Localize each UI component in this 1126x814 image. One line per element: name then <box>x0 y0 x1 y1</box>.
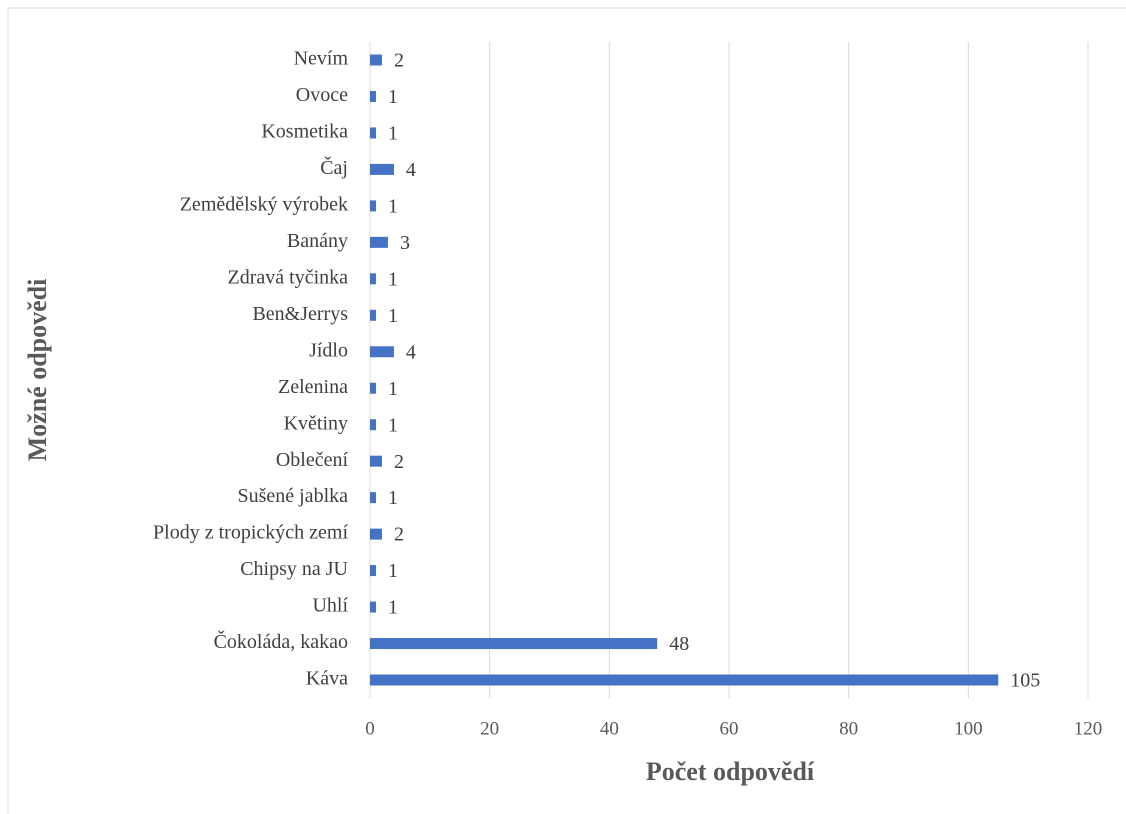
x-tick-label: 60 <box>720 718 739 739</box>
y-tick-label: Květiny <box>284 412 348 434</box>
bar <box>370 54 382 66</box>
bar <box>370 565 376 577</box>
x-tick-label: 100 <box>954 718 983 739</box>
bar <box>370 273 376 285</box>
bar <box>370 127 376 139</box>
y-tick-label: Kosmetika <box>261 121 348 143</box>
bar <box>370 382 376 394</box>
x-tick-label: 40 <box>600 718 619 739</box>
data-label: 2 <box>394 524 404 546</box>
bar <box>370 455 382 467</box>
bar <box>370 528 382 540</box>
y-tick-label: Banány <box>287 230 348 252</box>
data-label: 1 <box>388 86 398 108</box>
data-label: 4 <box>406 341 416 363</box>
y-tick-label: Ovoce <box>296 84 348 106</box>
bar <box>370 601 376 613</box>
y-tick-label: Čaj <box>320 155 348 179</box>
bar <box>370 309 376 321</box>
data-label: 1 <box>388 378 398 400</box>
chart-border <box>7 7 1126 814</box>
bar <box>370 674 999 686</box>
y-tick-label: Čokoláda, kakao <box>214 629 348 653</box>
y-tick-label: Zdravá tyčinka <box>228 266 349 288</box>
data-label: 2 <box>394 50 404 72</box>
bar <box>370 492 376 504</box>
y-axis-title: Možné odpovědi <box>23 279 52 462</box>
data-label: 1 <box>388 195 398 217</box>
bar <box>370 90 376 102</box>
y-tick-label: Uhlí <box>312 595 348 617</box>
y-tick-label: Zelenina <box>278 376 348 398</box>
y-tick-label: Chipsy na JU <box>240 558 348 580</box>
data-label: 1 <box>388 487 398 509</box>
x-tick-label: 80 <box>839 718 858 739</box>
data-label: 1 <box>388 305 398 327</box>
x-tick-label: 20 <box>480 718 499 739</box>
bar <box>370 163 394 175</box>
y-tick-label: Káva <box>306 668 348 690</box>
y-tick-label: Sušené jablka <box>237 485 348 507</box>
bar <box>370 638 658 650</box>
bar <box>370 236 388 248</box>
data-label: 2 <box>394 451 404 473</box>
bar <box>370 419 376 431</box>
data-label: 3 <box>400 232 410 254</box>
y-tick-label: Zemědělský výrobek <box>180 193 348 215</box>
data-label: 1 <box>388 268 398 290</box>
data-label: 105 <box>1010 670 1040 692</box>
data-label: 4 <box>406 159 416 181</box>
data-label: 1 <box>388 560 398 582</box>
y-tick-label: Oblečení <box>276 449 349 471</box>
x-axis-title: Počet odpovědí <box>646 757 815 786</box>
x-tick-label: 120 <box>1074 718 1103 739</box>
data-label: 1 <box>388 414 398 436</box>
bar <box>370 346 394 358</box>
data-label: 1 <box>388 597 398 619</box>
x-tick-label: 0 <box>365 718 375 739</box>
y-tick-label: Plody z tropických zemí <box>153 522 348 544</box>
bar <box>370 200 376 212</box>
data-label: 1 <box>388 123 398 145</box>
y-tick-label: Ben&Jerrys <box>252 303 348 325</box>
data-label: 48 <box>669 633 689 655</box>
y-tick-label: Jídlo <box>309 339 348 361</box>
y-tick-label: Nevím <box>294 48 349 70</box>
